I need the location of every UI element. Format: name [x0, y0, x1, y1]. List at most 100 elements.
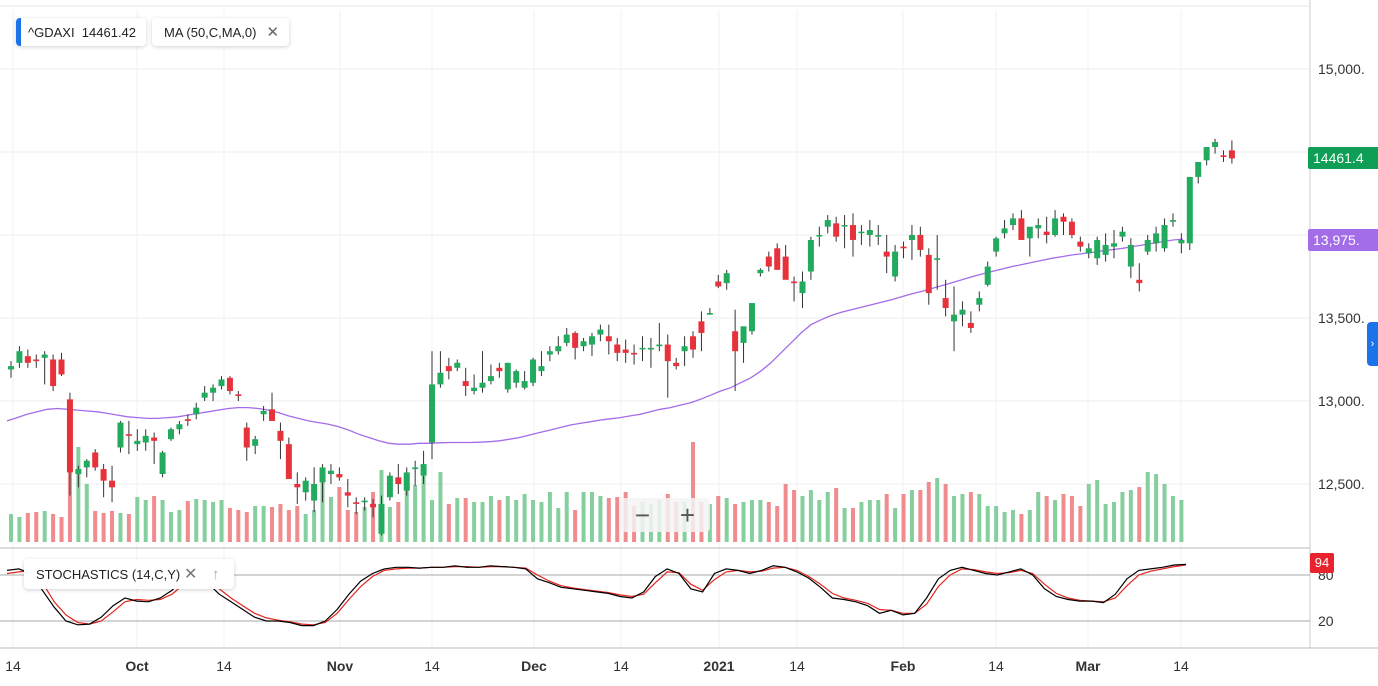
candlesticks	[8, 138, 1235, 536]
volume-bar	[1170, 496, 1175, 542]
volume-bar	[573, 510, 578, 542]
candle-body	[235, 394, 242, 397]
volume-bar	[1044, 496, 1049, 542]
close-icon[interactable]: ✕	[266, 24, 280, 41]
candle-body	[151, 437, 158, 441]
candle-body	[951, 314, 958, 322]
volume-bar	[775, 506, 780, 542]
volume-bar	[800, 496, 805, 542]
candle-body	[1136, 279, 1143, 284]
ticker-label: ^GDAXI	[28, 24, 75, 40]
candle-body	[1035, 225, 1042, 229]
candle-body	[572, 332, 579, 348]
candle-body	[959, 309, 966, 315]
volume-bar	[1154, 474, 1159, 542]
candle-body	[311, 484, 318, 501]
candle-body	[917, 235, 924, 250]
candle-body	[993, 238, 1000, 252]
volume-bar	[952, 496, 957, 542]
volume-bar	[749, 500, 754, 542]
stochastics-chip[interactable]: STOCHASTICS (14,C,Y) ✕ ↑	[24, 559, 234, 589]
ticker-chip[interactable]: ^GDAXI 14461.42	[16, 18, 147, 46]
volume-bar	[51, 514, 56, 542]
candle-body	[471, 387, 478, 392]
candle-body	[1228, 150, 1235, 159]
candle-body	[715, 281, 722, 287]
volume-bar	[446, 504, 451, 542]
volume-bar	[505, 496, 510, 542]
x-tick-label: Nov	[327, 658, 354, 674]
volume-bar	[286, 510, 291, 542]
expand-panel-tab[interactable]: ›	[1367, 322, 1378, 366]
candle-body	[521, 381, 528, 388]
zoom-in-button[interactable]: +	[679, 499, 696, 530]
volume-bar	[143, 500, 148, 542]
volume-bar	[421, 476, 426, 542]
candle-body	[75, 469, 82, 475]
candle-body	[319, 467, 326, 483]
volume-bar	[724, 498, 729, 542]
volume-bar	[345, 510, 350, 542]
candle-body	[142, 435, 149, 443]
candle-body	[850, 225, 856, 240]
x-tick-label: Feb	[891, 658, 916, 674]
x-tick-label: 2021	[703, 658, 734, 674]
candle-body	[875, 235, 882, 237]
candle-body	[866, 230, 873, 235]
candle-body	[1085, 248, 1092, 254]
stochastics-label: STOCHASTICS (14,C,Y)	[36, 566, 181, 582]
volume-bar	[977, 494, 982, 542]
candle-body	[285, 444, 292, 480]
volume-bar	[1103, 504, 1108, 542]
candle-body	[740, 326, 747, 343]
candle-body	[664, 344, 671, 362]
candle-body	[588, 336, 595, 345]
volume-bar	[842, 508, 847, 542]
volume-bar	[270, 507, 275, 542]
volume-bar	[1145, 472, 1150, 542]
volume-bar	[834, 488, 839, 542]
candle-body	[555, 346, 562, 352]
volume-bar	[741, 502, 746, 542]
volume-bar	[126, 514, 131, 542]
candle-body	[437, 372, 444, 385]
candle-body	[92, 452, 99, 468]
volume-bar	[783, 484, 788, 542]
candle-body	[900, 246, 907, 249]
price-tick-label: 13,000.	[1318, 393, 1365, 409]
volume-bar	[25, 513, 30, 542]
candle-body	[336, 474, 343, 478]
volume-bar	[1019, 514, 1024, 542]
volume-bar	[488, 496, 493, 542]
candle-body	[302, 480, 309, 493]
arrow-up-icon[interactable]: ↑	[212, 565, 220, 583]
candle-body	[647, 347, 654, 350]
candle-body	[698, 321, 705, 333]
candle-body	[479, 382, 486, 388]
candle-body	[344, 492, 351, 496]
volume-bar	[758, 500, 763, 542]
ma-chip[interactable]: MA (50,C,MA,0) ✕	[152, 18, 290, 46]
x-tick-label: Oct	[125, 658, 149, 674]
candle-body	[454, 362, 461, 368]
volume-bar	[1179, 500, 1184, 542]
candle-body	[327, 470, 334, 475]
candle-body	[462, 381, 469, 387]
last-price-badge: 14461.4	[1308, 147, 1378, 169]
volume-bar	[278, 504, 283, 542]
zoom-out-button[interactable]: −	[634, 499, 651, 530]
volume-bar	[34, 512, 39, 542]
candle-body	[580, 341, 587, 347]
candle-body	[487, 376, 494, 382]
price-tick-label: 15,000.	[1318, 61, 1365, 77]
candle-body	[690, 336, 697, 350]
candle-body	[33, 359, 40, 362]
close-icon[interactable]: ✕	[184, 566, 198, 583]
volume-bar	[935, 478, 940, 542]
candle-body	[883, 251, 890, 257]
candle-body	[908, 235, 915, 240]
candle-body	[681, 346, 688, 352]
volume-bar	[455, 498, 460, 542]
ma-value-badge: 13,975.	[1308, 229, 1378, 251]
